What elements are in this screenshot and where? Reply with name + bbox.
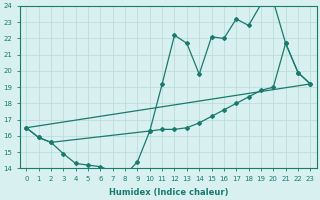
X-axis label: Humidex (Indice chaleur): Humidex (Indice chaleur) xyxy=(108,188,228,197)
